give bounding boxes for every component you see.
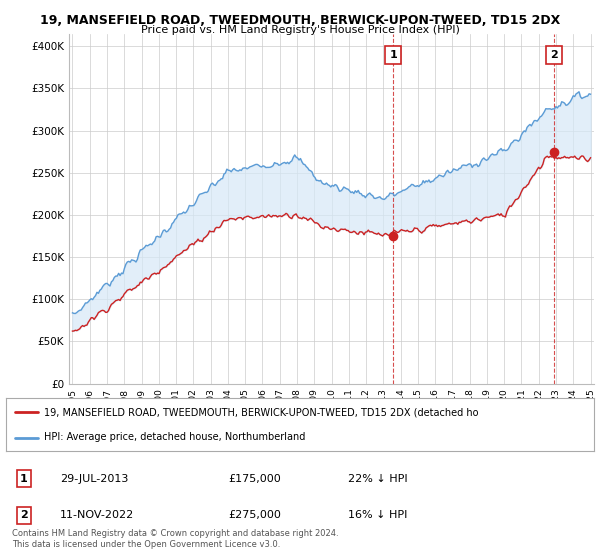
- Text: 2: 2: [20, 510, 28, 520]
- Text: 19, MANSEFIELD ROAD, TWEEDMOUTH, BERWICK-UPON-TWEED, TD15 2DX: 19, MANSEFIELD ROAD, TWEEDMOUTH, BERWICK…: [40, 14, 560, 27]
- Text: 1: 1: [389, 50, 397, 60]
- Text: £175,000: £175,000: [228, 474, 281, 484]
- Text: £275,000: £275,000: [228, 510, 281, 520]
- Text: Price paid vs. HM Land Registry's House Price Index (HPI): Price paid vs. HM Land Registry's House …: [140, 25, 460, 35]
- Text: 29-JUL-2013: 29-JUL-2013: [60, 474, 128, 484]
- Text: Contains HM Land Registry data © Crown copyright and database right 2024.
This d: Contains HM Land Registry data © Crown c…: [12, 529, 338, 549]
- Text: 2: 2: [550, 50, 557, 60]
- Text: HPI: Average price, detached house, Northumberland: HPI: Average price, detached house, Nort…: [44, 432, 305, 442]
- Text: 1: 1: [20, 474, 28, 484]
- Text: 22% ↓ HPI: 22% ↓ HPI: [348, 474, 407, 484]
- Text: 16% ↓ HPI: 16% ↓ HPI: [348, 510, 407, 520]
- Text: 11-NOV-2022: 11-NOV-2022: [60, 510, 134, 520]
- Text: 19, MANSEFIELD ROAD, TWEEDMOUTH, BERWICK-UPON-TWEED, TD15 2DX (detached ho: 19, MANSEFIELD ROAD, TWEEDMOUTH, BERWICK…: [44, 408, 479, 418]
